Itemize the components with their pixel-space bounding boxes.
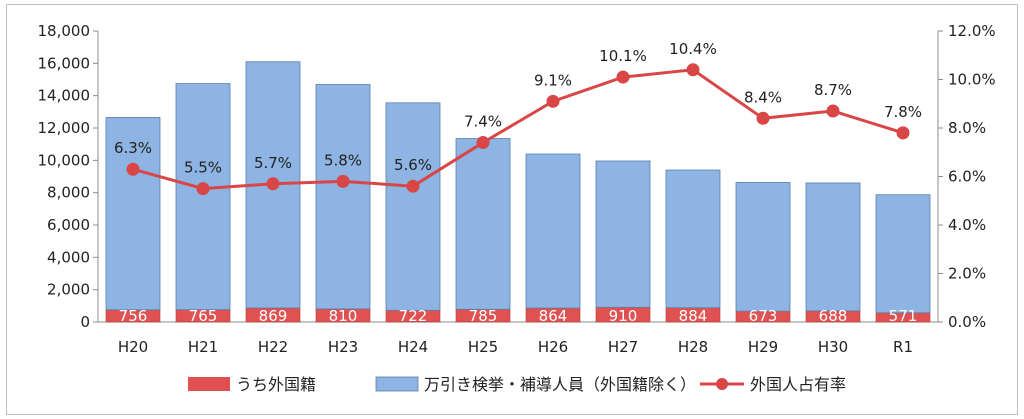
rate-label: 5.5% <box>184 159 222 177</box>
bar-other <box>175 83 231 311</box>
bar-foreign-label: 910 <box>609 307 638 325</box>
bar-other <box>455 138 511 310</box>
rate-point <box>196 182 210 196</box>
bar-foreign-label: 864 <box>539 307 568 325</box>
rate-point <box>896 126 910 140</box>
y-right-tick-label: 2.0% <box>948 265 986 283</box>
rate-label: 7.4% <box>464 113 502 131</box>
rate-point <box>616 70 630 84</box>
y-left-tick-label: 10,000 <box>38 151 91 169</box>
y-right-tick-label: 10.0% <box>948 71 996 89</box>
bar-other <box>735 182 791 312</box>
y-left-tick-label: 0 <box>80 313 90 331</box>
bar-foreign-label: 869 <box>259 307 288 325</box>
x-tick-label: H24 <box>398 338 428 356</box>
y-right-tick-label: 6.0% <box>948 168 986 186</box>
y-left-tick-label: 16,000 <box>38 54 91 72</box>
rate-label: 7.8% <box>884 103 922 121</box>
x-tick-label: H30 <box>818 338 848 356</box>
y-left-tick-label: 2,000 <box>47 281 90 299</box>
y-right-tick-label: 4.0% <box>948 216 986 234</box>
x-tick-label: H29 <box>748 338 778 356</box>
rate-label: 9.1% <box>534 71 572 89</box>
rate-label: 5.6% <box>394 156 432 174</box>
y-left-tick-label: 18,000 <box>38 22 91 40</box>
x-tick-label: R1 <box>893 338 913 356</box>
y-left-tick-label: 4,000 <box>47 248 90 266</box>
bar-other <box>525 153 581 309</box>
x-tick-label: H22 <box>258 338 288 356</box>
bar-foreign-label: 688 <box>819 307 848 325</box>
bar-other <box>105 116 161 311</box>
x-tick-label: H21 <box>188 338 218 356</box>
rate-point <box>546 94 560 108</box>
legend-label-other: 万引き検挙・補導人員（外国籍除く） <box>424 375 696 394</box>
rate-point <box>266 177 280 191</box>
rate-label: 10.1% <box>599 47 647 65</box>
bar-foreign-label: 756 <box>119 307 148 325</box>
rate-point <box>686 63 700 77</box>
y-left-tick-label: 12,000 <box>38 119 91 137</box>
bar-foreign-label: 765 <box>189 307 218 325</box>
y-right-tick-label: 12.0% <box>948 22 996 40</box>
rate-label: 6.3% <box>114 139 152 157</box>
x-tick-label: H20 <box>118 338 148 356</box>
y-left-tick-label: 14,000 <box>38 87 91 105</box>
x-tick-label: H26 <box>538 338 568 356</box>
x-tick-label: H25 <box>468 338 498 356</box>
rate-point <box>406 179 420 193</box>
rate-label: 10.4% <box>669 40 717 58</box>
bar-foreign-label: 673 <box>749 307 778 325</box>
legend-swatch-rate-marker <box>716 378 728 390</box>
x-tick-label: H23 <box>328 338 358 356</box>
bar-other <box>665 169 721 309</box>
rate-line <box>132 68 904 191</box>
y-left-tick-label: 8,000 <box>47 184 90 202</box>
legend-swatch-other <box>375 376 419 392</box>
legend-label-rate: 外国人占有率 <box>750 375 846 394</box>
x-tick-label: H27 <box>608 338 638 356</box>
bar-foreign-label: 884 <box>679 307 708 325</box>
rate-label: 5.8% <box>324 151 362 169</box>
legend-swatch-foreign <box>188 377 230 391</box>
rate-label: 5.7% <box>254 154 292 172</box>
bar-foreign-label: 571 <box>889 307 918 325</box>
rate-point <box>336 174 350 188</box>
chart-frame <box>6 4 1018 415</box>
rate-point <box>756 111 770 125</box>
bar-other <box>315 84 371 310</box>
x-tick-label: H28 <box>678 338 708 356</box>
rate-point <box>126 162 140 176</box>
y-right-tick-label: 0.0% <box>948 313 986 331</box>
bar-other <box>595 160 651 308</box>
legend-label-foreign: うち外国籍 <box>236 375 316 394</box>
bar-foreign-label: 810 <box>329 307 358 325</box>
y-right-tick-label: 8.0% <box>948 119 986 137</box>
bar-other <box>385 102 441 311</box>
bar-other <box>805 182 861 312</box>
rate-label: 8.4% <box>744 88 782 106</box>
bar-foreign-label: 722 <box>399 307 428 325</box>
rate-point <box>826 104 840 118</box>
bar-other <box>875 194 931 314</box>
y-left-tick-label: 6,000 <box>47 216 90 234</box>
bar-foreign-label: 785 <box>469 307 498 325</box>
rate-point <box>476 136 490 150</box>
rate-label: 8.7% <box>814 81 852 99</box>
